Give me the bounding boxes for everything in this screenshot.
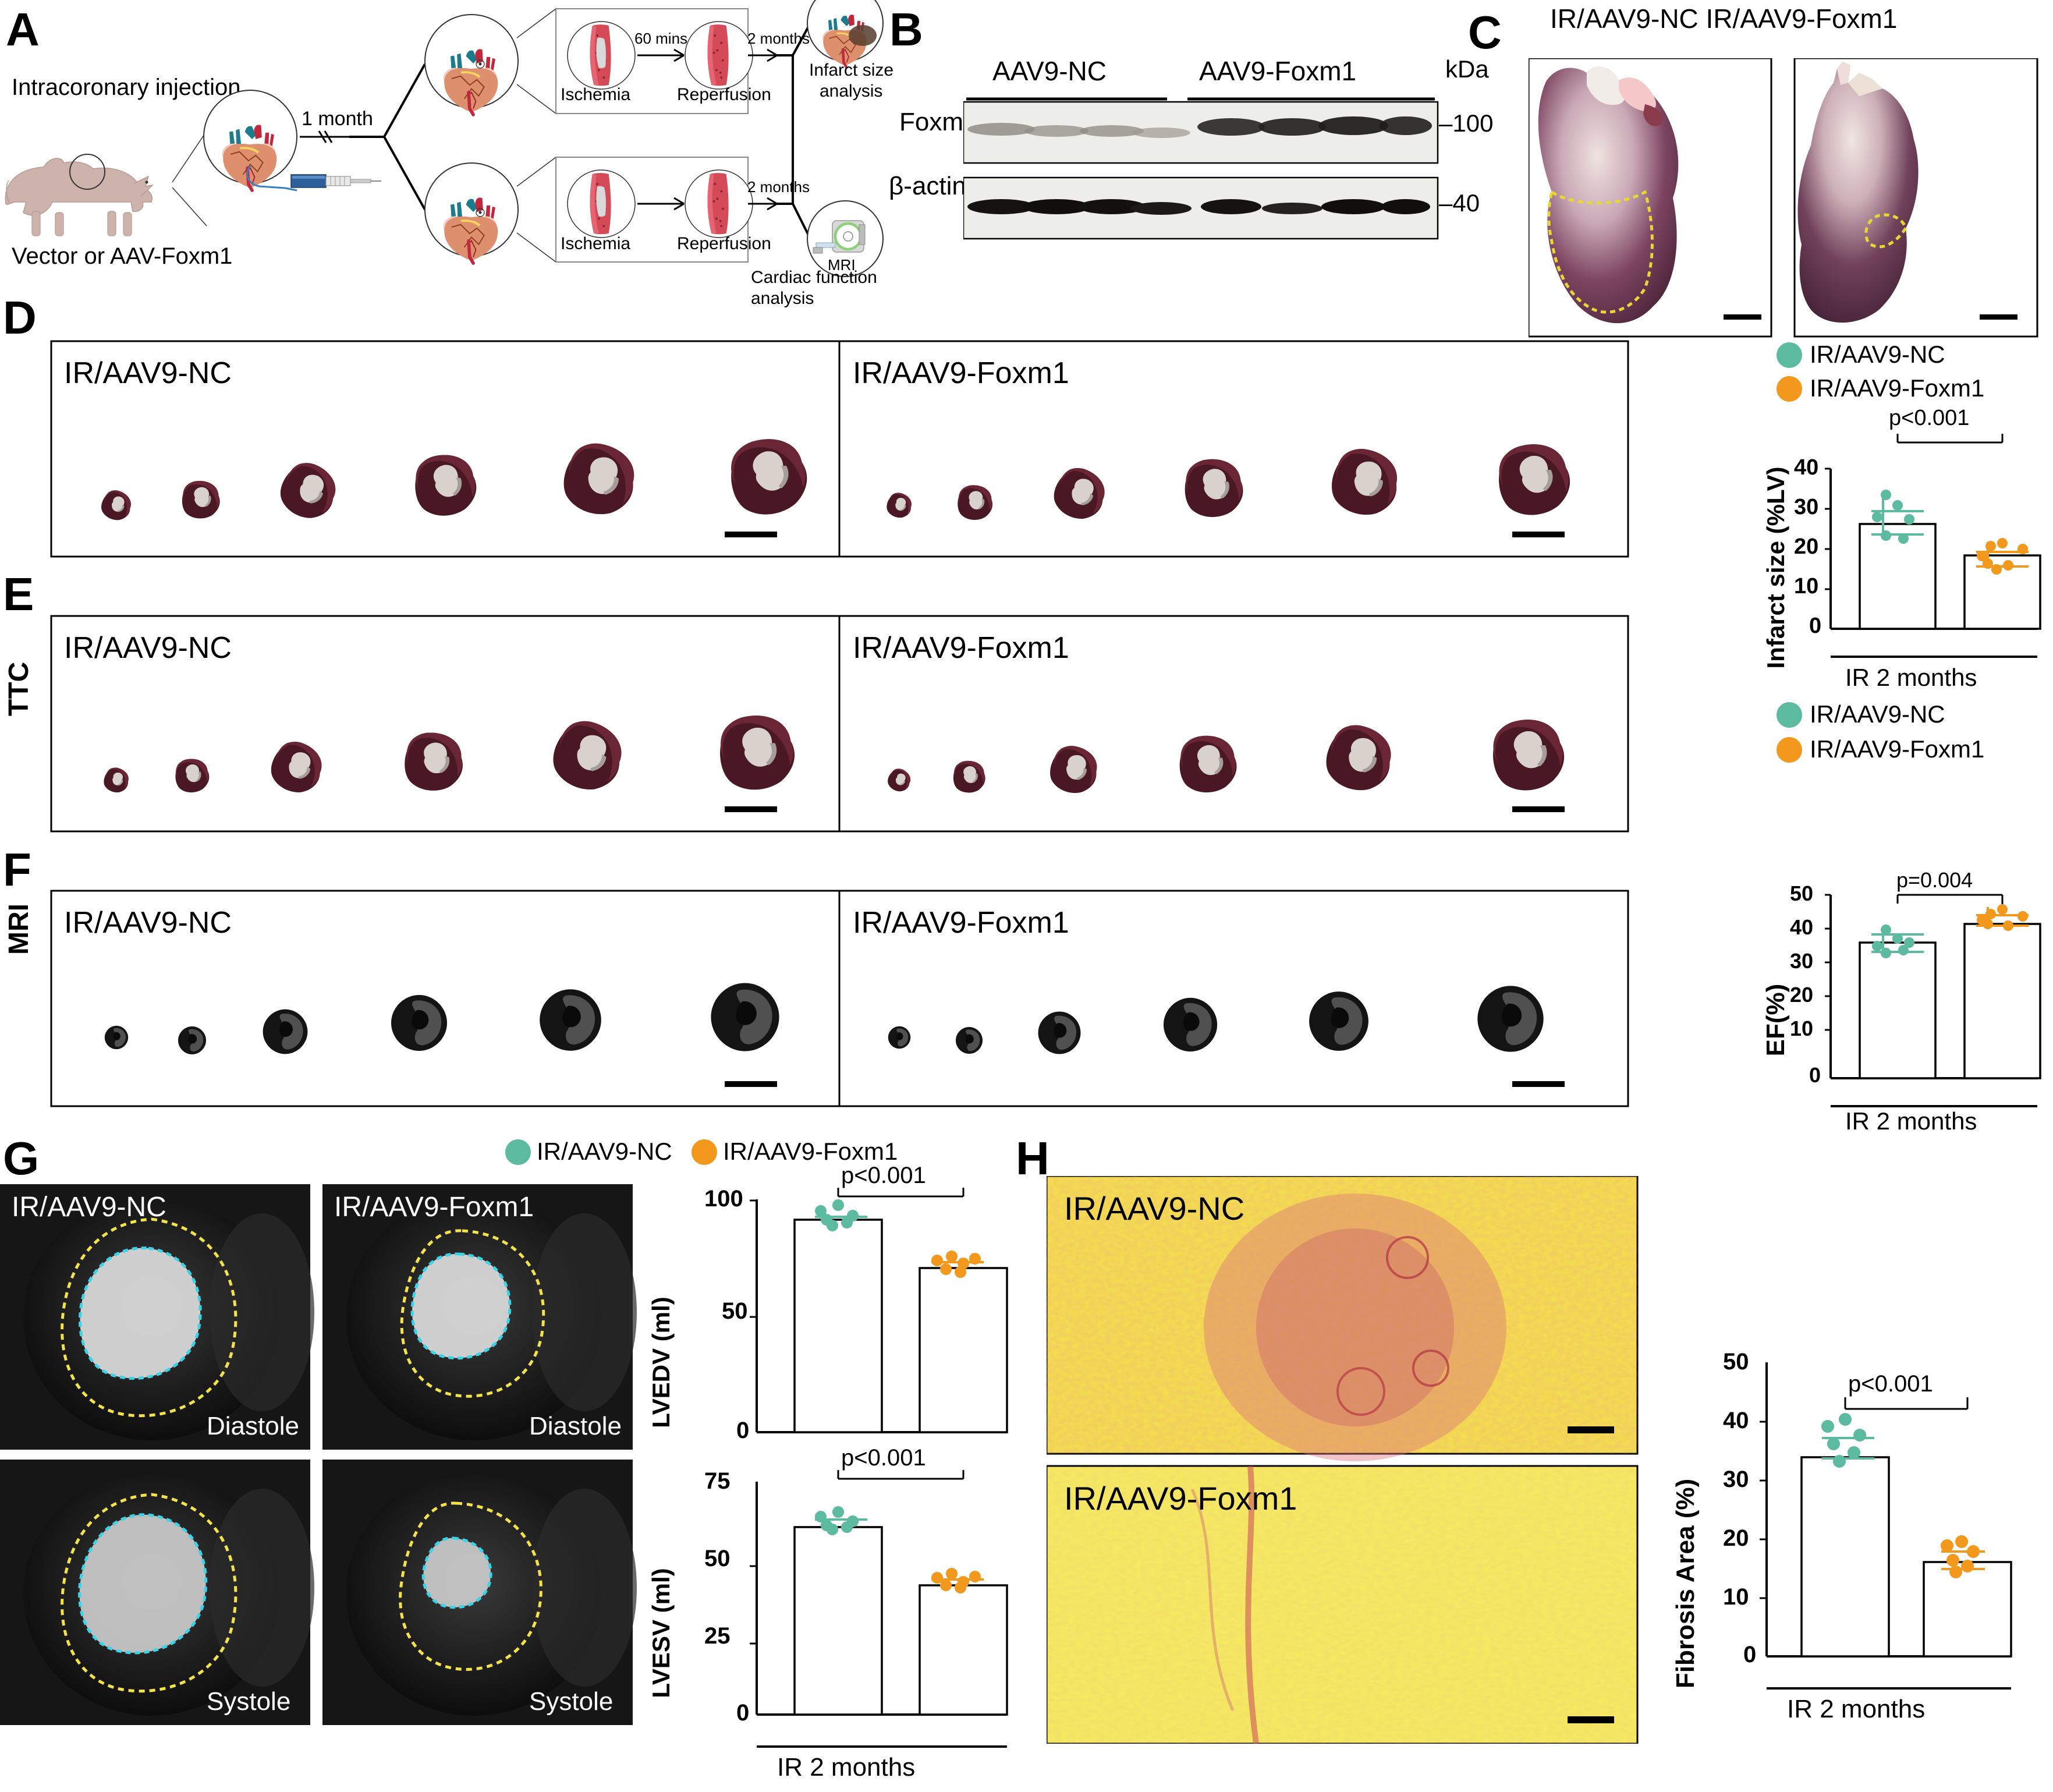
svg-text:50: 50 <box>722 1298 748 1324</box>
svg-text:20: 20 <box>1794 534 1818 559</box>
svg-text:25: 25 <box>704 1623 731 1649</box>
svg-text:Infarct size (%LV): Infarct size (%LV) <box>1762 467 1789 669</box>
svg-text:IR/AAV9-NC: IR/AAV9-NC <box>64 356 232 390</box>
svg-text:IR/AAV9-Foxm1: IR/AAV9-Foxm1 <box>1810 374 1984 402</box>
svg-text:30: 30 <box>1794 495 1818 519</box>
svg-text:40: 40 <box>1790 915 1813 939</box>
svg-text:Diastole: Diastole <box>529 1412 622 1440</box>
svg-text:IR 2 months: IR 2 months <box>1845 1107 1977 1135</box>
svg-text:IR/AAV9-Foxm1: IR/AAV9-Foxm1 <box>853 356 1069 390</box>
svg-text:IR/AAV9-NC: IR/AAV9-NC <box>64 906 232 940</box>
svg-text:30: 30 <box>1723 1467 1749 1492</box>
svg-text:IR/AAV9-Foxm1: IR/AAV9-Foxm1 <box>853 906 1069 940</box>
svg-text:2 months: 2 months <box>747 178 810 196</box>
svg-text:Infarct size: Infarct size <box>809 61 893 80</box>
svg-text:50: 50 <box>704 1546 731 1571</box>
svg-text:Ischemia: Ischemia <box>561 234 630 253</box>
svg-text:IR/AAV9-Foxm1: IR/AAV9-Foxm1 <box>723 1138 898 1165</box>
svg-text:0: 0 <box>1809 614 1821 638</box>
svg-text:IR/AAV9-NC: IR/AAV9-NC <box>12 1192 166 1223</box>
svg-text:10: 10 <box>1794 574 1818 598</box>
svg-text:Systole: Systole <box>207 1687 290 1716</box>
svg-text:0: 0 <box>736 1418 749 1443</box>
svg-text:Reperfusion: Reperfusion <box>677 85 771 104</box>
svg-text:100: 100 <box>704 1186 743 1212</box>
svg-text:LVEDV (ml): LVEDV (ml) <box>647 1297 675 1428</box>
svg-text:40: 40 <box>1723 1408 1749 1433</box>
svg-text:0: 0 <box>736 1700 749 1726</box>
svg-text:60 mins: 60 mins <box>634 30 687 47</box>
svg-text:IR/AAV9-NC: IR/AAV9-NC <box>64 631 232 665</box>
svg-text:50: 50 <box>1723 1349 1749 1375</box>
svg-text:IR/AAV9-Foxm1: IR/AAV9-Foxm1 <box>853 631 1069 665</box>
svg-text:2 months: 2 months <box>747 30 810 47</box>
svg-text:IR/AAV9-NC: IR/AAV9-NC <box>1810 700 1945 728</box>
svg-text:20: 20 <box>1723 1525 1749 1551</box>
svg-text:Ischemia: Ischemia <box>561 85 630 104</box>
svg-text:Fibrosis Area (%): Fibrosis Area (%) <box>1671 1479 1700 1688</box>
svg-text:IR 2 months: IR 2 months <box>777 1753 915 1782</box>
svg-text:p<0.001: p<0.001 <box>841 1445 926 1471</box>
svg-text:LVESV (ml): LVESV (ml) <box>647 1568 675 1698</box>
svg-text:p<0.001: p<0.001 <box>1889 406 1969 430</box>
svg-text:Reperfusion: Reperfusion <box>677 234 771 253</box>
svg-text:IR/AAV9-Foxm1: IR/AAV9-Foxm1 <box>334 1192 534 1223</box>
svg-text:50: 50 <box>1790 881 1813 905</box>
svg-text:analysis: analysis <box>820 82 882 101</box>
svg-text:IR 2 months: IR 2 months <box>1787 1695 1925 1723</box>
svg-text:IR/AAV9-Foxm1: IR/AAV9-Foxm1 <box>1064 1480 1297 1517</box>
svg-text:Diastole: Diastole <box>207 1412 299 1440</box>
svg-text:p<0.001: p<0.001 <box>841 1163 926 1188</box>
svg-text:IR/AAV9-Foxm1: IR/AAV9-Foxm1 <box>1810 735 1984 763</box>
svg-text:p<0.001: p<0.001 <box>1848 1371 1933 1397</box>
svg-text:10: 10 <box>1790 1017 1813 1040</box>
svg-text:EF(%): EF(%) <box>1761 984 1790 1057</box>
svg-text:20: 20 <box>1790 983 1813 1007</box>
svg-text:1 month: 1 month <box>302 108 373 130</box>
svg-text:IR/AAV9-NC: IR/AAV9-NC <box>1810 341 1945 368</box>
svg-text:40: 40 <box>1794 455 1818 480</box>
svg-text:IR/AAV9-NC: IR/AAV9-NC <box>1064 1190 1244 1227</box>
svg-text:Systole: Systole <box>529 1687 613 1716</box>
svg-text:0: 0 <box>1743 1642 1756 1667</box>
svg-text:10: 10 <box>1723 1584 1749 1610</box>
svg-text:IR/AAV9-NC: IR/AAV9-NC <box>537 1138 672 1165</box>
svg-text:p=0.004: p=0.004 <box>1896 868 1973 892</box>
svg-text:30: 30 <box>1790 949 1813 973</box>
svg-text:0: 0 <box>1809 1063 1821 1087</box>
svg-text:IR 2 months: IR 2 months <box>1845 664 1977 691</box>
svg-text:75: 75 <box>704 1468 731 1494</box>
